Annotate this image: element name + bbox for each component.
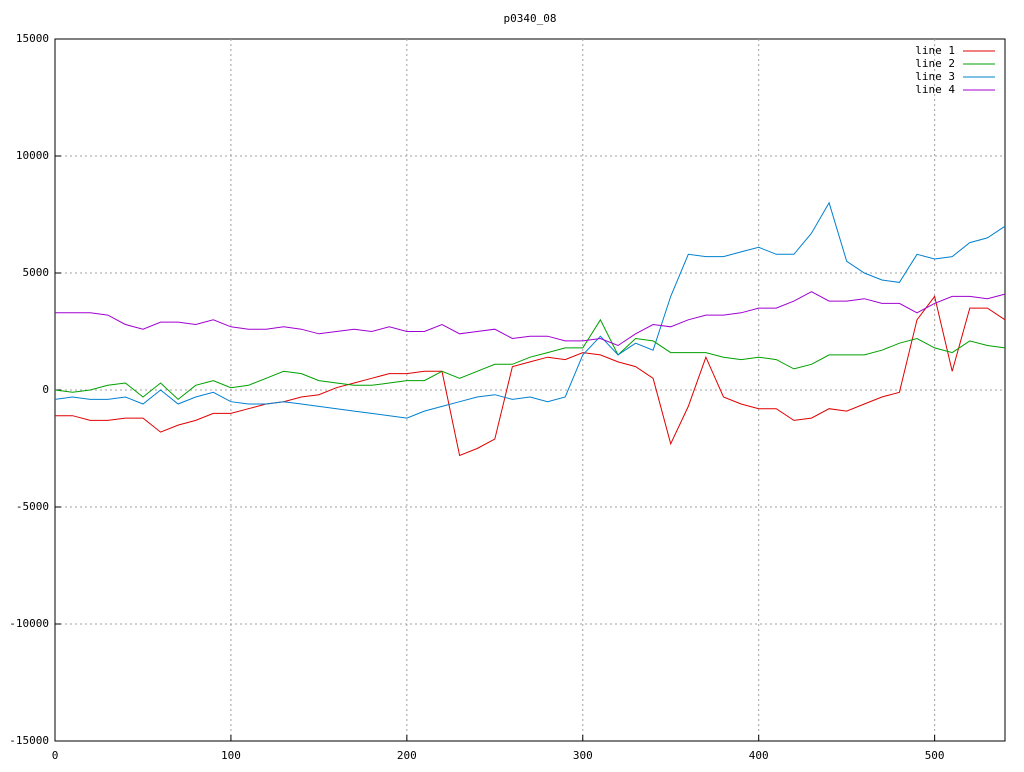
x-tick-label: 400 [749,749,769,762]
y-tick-label: 0 [42,383,49,396]
x-tick-label: 0 [52,749,59,762]
x-tick-label: 200 [397,749,417,762]
legend-label: line 3 [915,70,955,83]
legend-label: line 2 [915,57,955,70]
data-line [54,201,1006,419]
data-line [54,318,1006,401]
x-tick-label: 500 [925,749,945,762]
y-tick-label: 10000 [16,149,49,162]
y-tick-label: 5000 [23,266,50,279]
chart-title: p0340_08 [504,12,557,25]
y-tick-label: -5000 [16,500,49,513]
data-line [55,291,1006,347]
x-tick-label: 100 [221,749,241,762]
x-tick-label: 300 [573,749,593,762]
y-tick-label: -15000 [9,734,49,747]
legend-label: line 4 [915,83,955,96]
data-line [55,295,1006,457]
y-tick-label: 15000 [16,32,49,45]
legend-label: line 1 [915,44,955,57]
y-tick-label: -10000 [9,617,49,630]
